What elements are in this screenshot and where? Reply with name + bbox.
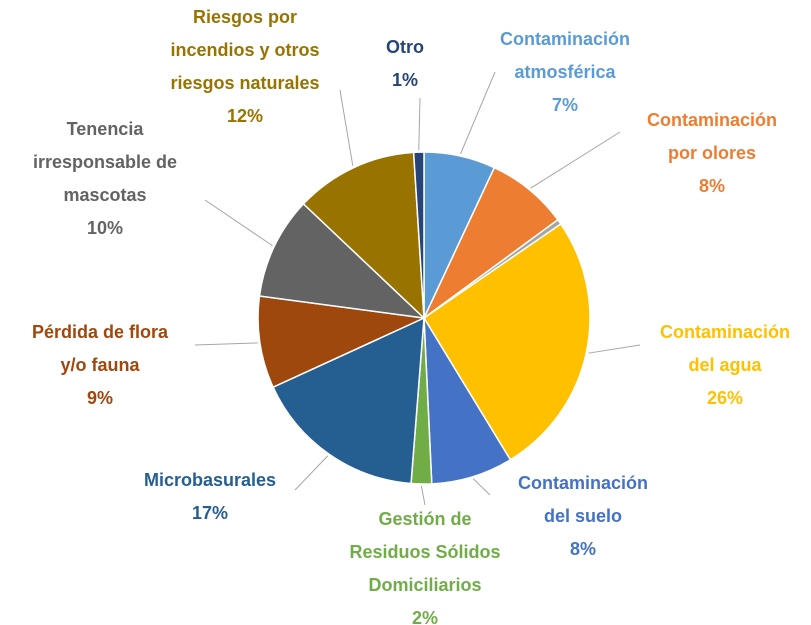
- slice-value-label: 17%: [192, 503, 228, 523]
- slice-label: por olores: [668, 143, 756, 163]
- slice-label: Microbasurales: [144, 470, 276, 490]
- slice-label: mascotas: [63, 185, 146, 205]
- pie-slice: [257, 295, 427, 389]
- slice-label: Contaminación: [500, 29, 630, 49]
- slice-label: Tenencia: [67, 119, 145, 139]
- slice-label: Pérdida de flora: [32, 322, 169, 342]
- slice-value-label: 1%: [392, 70, 418, 90]
- slice-label: Contaminación: [647, 110, 777, 130]
- slice-label: Contaminación: [518, 473, 648, 493]
- pie-slice: [258, 202, 427, 320]
- slice-label: Gestión de: [378, 509, 471, 529]
- leader-line: [460, 71, 496, 155]
- slice-value-label: 9%: [87, 388, 113, 408]
- slice-value-label: 8%: [570, 539, 596, 559]
- slice-label: del agua: [688, 355, 762, 375]
- slice-value-label: 2%: [412, 608, 438, 625]
- leader-line: [472, 478, 491, 496]
- slice-value-label: 7%: [552, 95, 578, 115]
- leader-line: [194, 342, 258, 346]
- leader-line: [530, 131, 621, 189]
- slice-label: incendios y otros: [170, 40, 319, 60]
- slice-label: irresponsable de: [33, 152, 177, 172]
- slice-label: Residuos Sólidos: [349, 542, 500, 562]
- slice-label: del suelo: [544, 506, 622, 526]
- pie-slice: [422, 222, 591, 461]
- slice-label: riesgos naturales: [170, 73, 319, 93]
- slice-value-label: 8%: [699, 176, 725, 196]
- pie-slice: [412, 151, 425, 319]
- leader-line: [204, 199, 273, 247]
- leader-line: [588, 344, 641, 354]
- pie-slice: [302, 151, 425, 320]
- slice-value-label: 12%: [227, 106, 263, 126]
- slice-label: Riesgos por: [193, 7, 297, 27]
- leader-line: [420, 485, 426, 506]
- slice-value-label: 26%: [707, 388, 743, 408]
- slice-label: Contaminación: [660, 322, 790, 342]
- pie-slice: [272, 316, 425, 485]
- slice-label: atmosférica: [514, 62, 616, 82]
- slice-label: Domiciliarios: [368, 575, 481, 595]
- slice-label: y/o fauna: [60, 355, 140, 375]
- leader-line: [418, 97, 421, 151]
- slice-value-label: 10%: [87, 218, 123, 238]
- leader-line: [294, 455, 329, 491]
- leader-line: [339, 89, 354, 166]
- slice-label: Otro: [386, 37, 424, 57]
